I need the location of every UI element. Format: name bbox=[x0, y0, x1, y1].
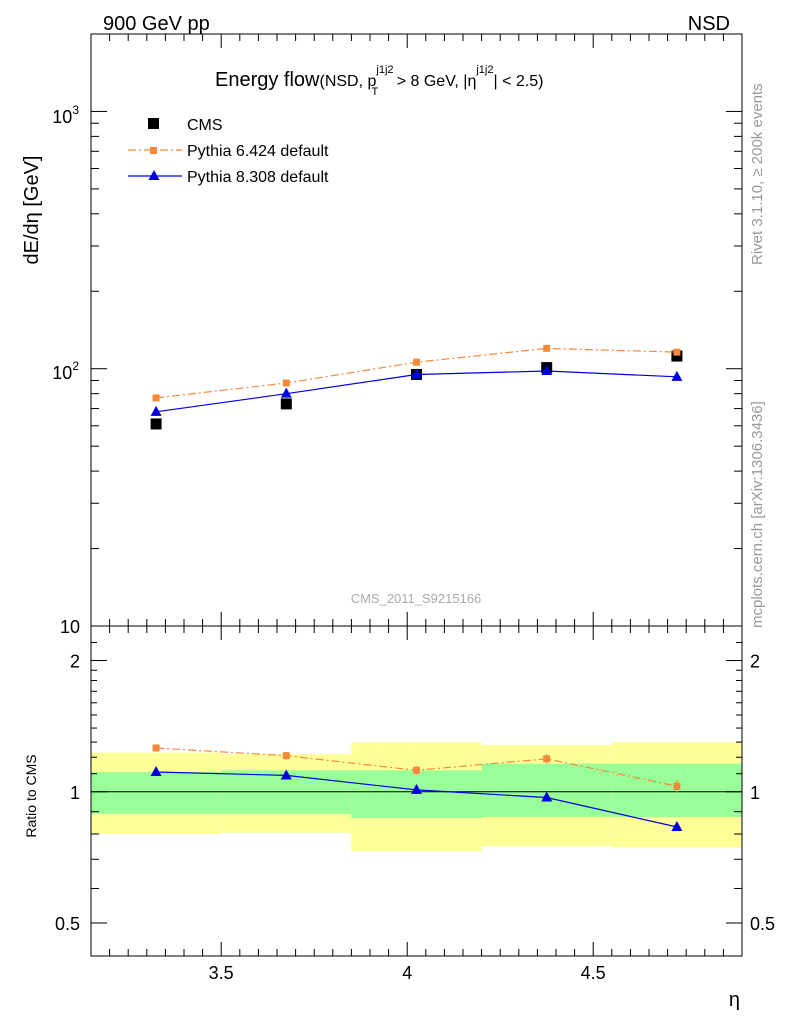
data-point-pythia-6-424-default bbox=[282, 379, 290, 387]
xtick-label: 4 bbox=[402, 963, 412, 983]
ratio-band-stat bbox=[91, 771, 222, 814]
header-left-label: 900 GeV pp bbox=[103, 13, 210, 35]
data-point-cms bbox=[280, 398, 292, 410]
ratio-point-pythia-8-308-default bbox=[150, 765, 162, 776]
data-point-pythia-8-308-default bbox=[541, 364, 553, 375]
ratio-point-pythia-8-308-default bbox=[280, 769, 292, 780]
main-y-axis-label: dE/dη [GeV] bbox=[21, 156, 43, 265]
chart-title-main: Energy flow bbox=[215, 69, 320, 91]
ratio-panel: Ratio to CMS 0.5 0.5 1 1 2 2 3.5 4 4.5 η bbox=[23, 625, 775, 1011]
legend-marker-pythia8 bbox=[148, 170, 160, 180]
chart-title-cut-mid: > 8 GeV, |η bbox=[392, 73, 476, 90]
ratio-ytick-label-left: 0.5 bbox=[55, 914, 80, 934]
header-right-label: NSD bbox=[688, 13, 730, 35]
data-point-pythia-8-308-default bbox=[280, 387, 292, 398]
legend-marker-pythia6 bbox=[150, 147, 157, 154]
x-axis-label: η bbox=[729, 989, 740, 1011]
ratio-y-axis-label: Ratio to CMS bbox=[23, 754, 39, 837]
ytick-label-1000-exp: 3 bbox=[72, 103, 79, 117]
data-point-pythia-6-424-default bbox=[673, 348, 681, 356]
ratio-ytick-label-right: 0.5 bbox=[750, 914, 775, 934]
legend: CMS Pythia 6.424 default Pythia 8.308 de… bbox=[128, 117, 329, 186]
chart-title-cut-sup2: j1j2 bbox=[475, 64, 493, 76]
ratio-ytick-label-left: 1 bbox=[70, 783, 80, 803]
main-panel: dE/dη [GeV] 10 102 103 Energy flow(NSD, … bbox=[21, 33, 743, 637]
ytick-label-10: 10 bbox=[60, 617, 80, 637]
chart-title-cut-post: | < 2.5) bbox=[493, 73, 543, 90]
data-point-cms bbox=[671, 350, 683, 362]
xtick-label: 4.5 bbox=[581, 963, 606, 983]
chart-title-cut-sub: T bbox=[372, 86, 379, 98]
ytick-label-1000-base: 10 bbox=[52, 107, 72, 127]
data-point-pythia-6-424-default bbox=[152, 394, 160, 402]
ratio-ytick-label-right: 1 bbox=[750, 783, 760, 803]
ratio-point-pythia-8-308-default bbox=[541, 791, 553, 802]
ratio-point-pythia-6-424-default bbox=[282, 752, 290, 760]
mcplots-label: mcplots.cern.ch [arXiv:1306.3436] bbox=[749, 401, 766, 628]
ytick-label-100-base: 10 bbox=[52, 363, 72, 383]
ratio-point-pythia-8-308-default bbox=[411, 783, 422, 794]
data-point-pythia-8-308-default bbox=[411, 368, 422, 379]
legend-label-pythia8: Pythia 8.308 default bbox=[187, 169, 329, 186]
ratio-plot-frame bbox=[90, 625, 743, 957]
data-point-pythia-6-424-default bbox=[543, 344, 551, 352]
data-point-pythia-8-308-default bbox=[150, 405, 162, 416]
chart-title-cut-sup1: j1j2 bbox=[375, 64, 393, 76]
ytick-label-100: 102 bbox=[52, 359, 79, 383]
xtick-label: 3.5 bbox=[209, 963, 234, 983]
ratio-point-pythia-6-424-default bbox=[413, 766, 420, 774]
ratio-point-pythia-6-424-default bbox=[673, 782, 681, 790]
legend-marker-cms bbox=[148, 118, 159, 129]
ytick-label-100-exp: 2 bbox=[72, 359, 79, 373]
data-point-cms bbox=[150, 418, 162, 430]
legend-label-cms: CMS bbox=[187, 117, 223, 134]
chart-title: Energy flow(NSD, pj1j2 T > 8 GeV, |ηj1j2|… bbox=[215, 64, 543, 98]
ratio-ytick-label-right: 2 bbox=[750, 652, 760, 672]
ratio-point-pythia-6-424-default bbox=[543, 755, 551, 763]
legend-label-pythia6: Pythia 6.424 default bbox=[187, 143, 329, 160]
ratio-point-pythia-6-424-default bbox=[152, 744, 160, 752]
ratio-band-stat bbox=[481, 763, 612, 818]
analysis-id-label: CMS_2011_S9215166 bbox=[351, 591, 482, 606]
ratio-point-pythia-8-308-default bbox=[671, 821, 683, 832]
ytick-label-1000: 103 bbox=[52, 103, 79, 127]
data-point-pythia-8-308-default bbox=[671, 370, 683, 381]
rivet-version-label: Rivet 3.1.10, ≥ 200k events bbox=[749, 83, 766, 265]
data-point-pythia-6-424-default bbox=[413, 358, 420, 366]
chart-title-cut-pre: (NSD, p bbox=[320, 73, 377, 90]
ratio-band-stat bbox=[351, 770, 482, 819]
ratio-ytick-label-left: 2 bbox=[70, 652, 80, 672]
